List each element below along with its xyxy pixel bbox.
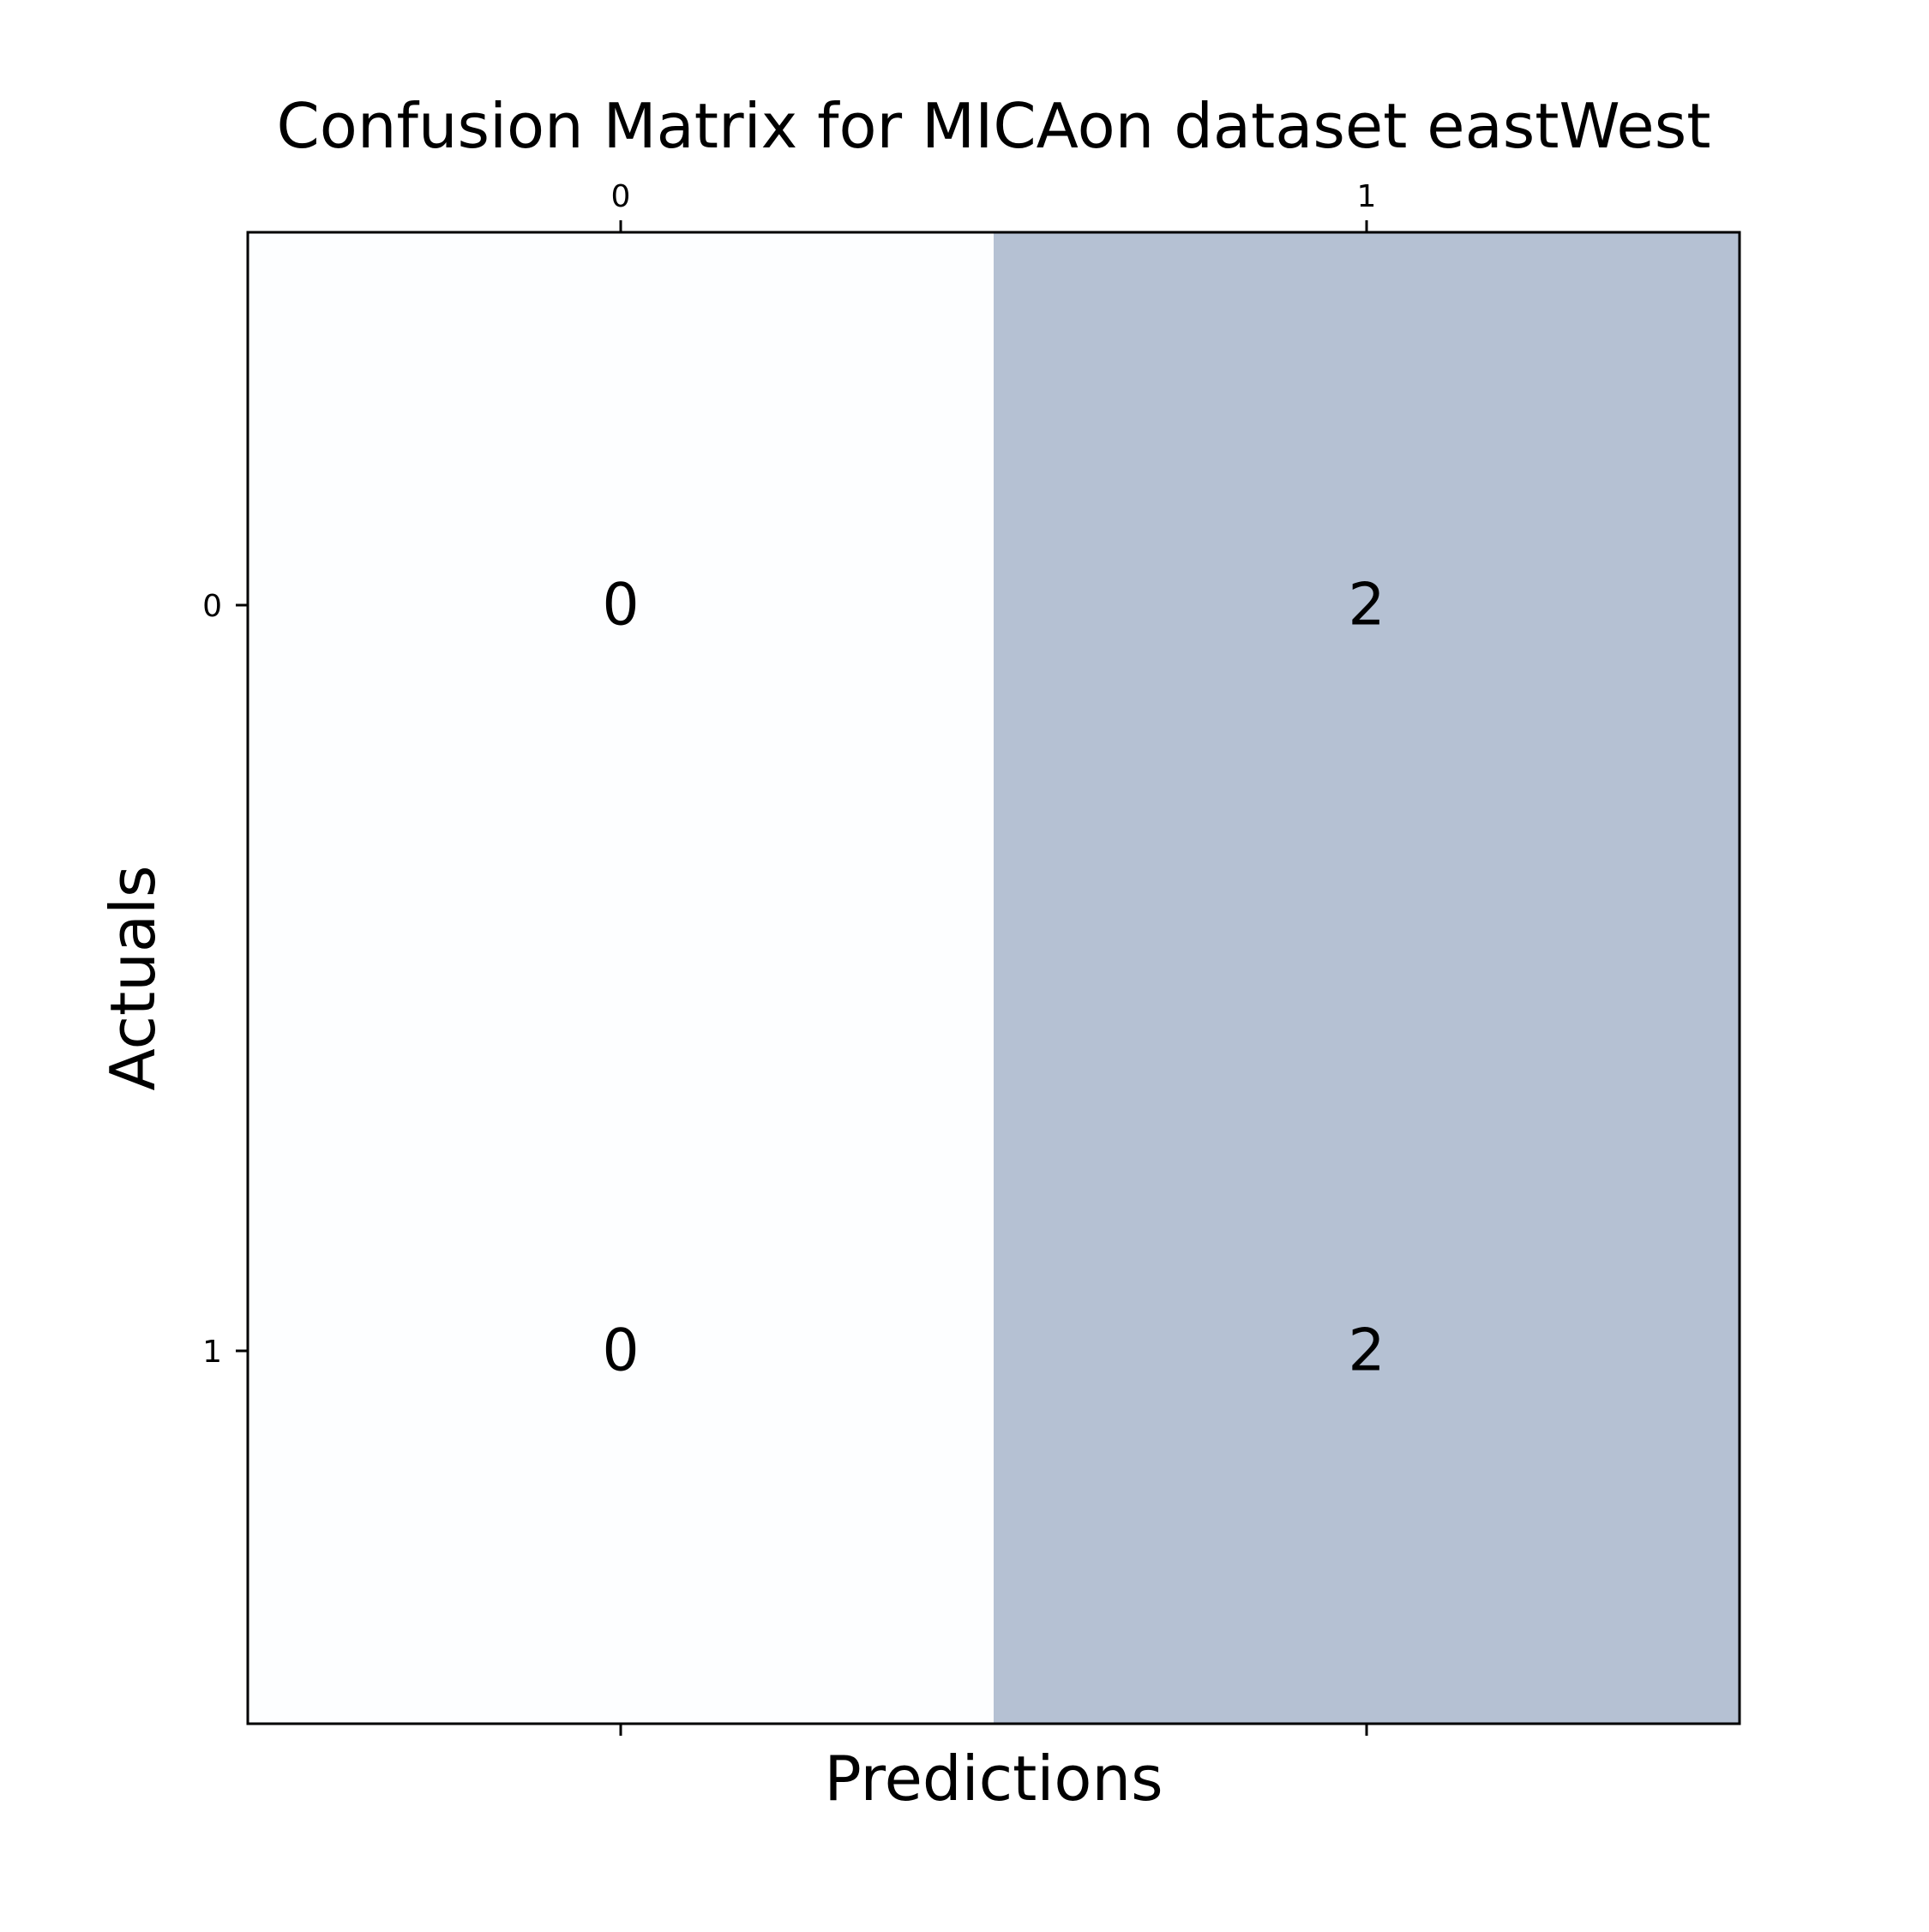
x-axis-label: Predictions: [824, 1743, 1163, 1815]
matrix-cell-r0-c0: [248, 232, 994, 978]
matrix-cell-r0-c1: [994, 232, 1740, 978]
heatmap-cells: 0 2 0 2: [248, 232, 1740, 1724]
plot-frame: [246, 231, 1741, 1725]
cell-value-label: 2: [1348, 572, 1385, 639]
y-tick-label: 1: [202, 1335, 222, 1370]
matrix-cell-r1-c1: [994, 978, 1740, 1724]
matrix-cell-r1-c0: [248, 978, 994, 1724]
chart-title: Confusion Matrix for MICAon dataset east…: [277, 90, 1711, 162]
y-axis-label: Actuals: [97, 865, 169, 1090]
x-tick-label: 1: [1357, 179, 1377, 214]
cell-value-label: 0: [602, 572, 639, 639]
cell-value-label: 0: [602, 1317, 639, 1385]
cell-value-label: 2: [1348, 1317, 1385, 1385]
y-tick-label: 0: [202, 589, 222, 624]
axis-ticks: 0 1 0 1: [202, 179, 1376, 1736]
x-tick-label: 0: [611, 179, 631, 214]
